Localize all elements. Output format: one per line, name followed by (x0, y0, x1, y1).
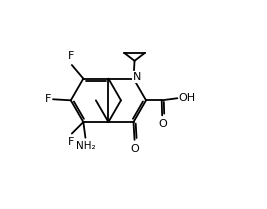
Text: O: O (158, 119, 167, 129)
Text: N: N (133, 72, 142, 82)
Text: F: F (68, 51, 74, 61)
Text: F: F (68, 137, 74, 147)
Text: O: O (131, 144, 139, 154)
Text: OH: OH (178, 93, 195, 103)
Text: NH₂: NH₂ (76, 141, 95, 152)
Text: F: F (45, 94, 52, 104)
